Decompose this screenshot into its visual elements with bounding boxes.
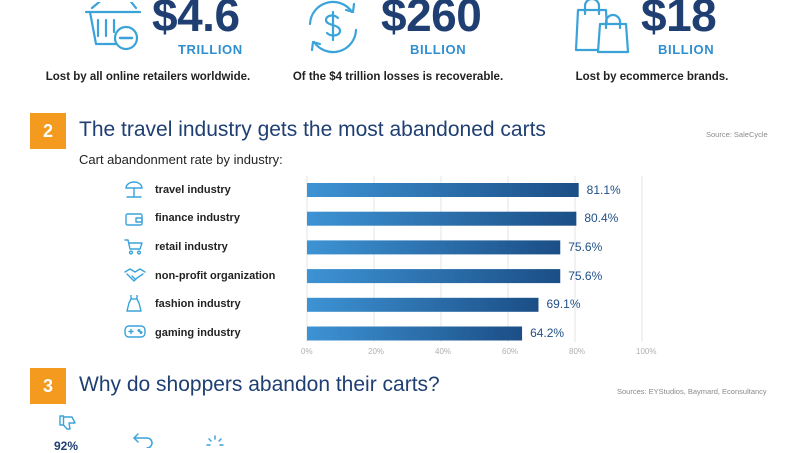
stat-desc-1: Lost by all online retailers worldwide.	[45, 71, 251, 83]
stat-unit-1: TRILLION	[178, 42, 243, 57]
source-note-3: Sources: EYStudios, Baymard, Econsultanc…	[617, 387, 767, 396]
bar-fashion-industry	[307, 297, 539, 312]
section-number-badge-3: 3	[30, 368, 66, 404]
x-tick-label: 60%	[502, 347, 519, 356]
x-tick-label: 0%	[301, 347, 313, 356]
category-label: finance industry	[155, 212, 240, 225]
x-tick-label: 100%	[636, 347, 657, 356]
gamepad-icon	[124, 325, 146, 338]
reason-percent: 92%	[54, 439, 79, 453]
bar-retail-industry	[307, 240, 561, 255]
shopping-cart-icon	[124, 239, 143, 255]
value-label: 69.1%	[546, 297, 581, 312]
category-label: retail industry	[155, 240, 228, 253]
beach-umbrella-icon	[125, 181, 143, 198]
return-arrow-icon	[133, 433, 153, 448]
bar-finance-industry	[307, 211, 577, 226]
section-title: The travel industry gets the most abando…	[79, 118, 546, 141]
chart-subtitle: Cart abandonment rate by industry:	[79, 152, 283, 167]
section-number-badge: 2	[30, 113, 66, 149]
category-label: non-profit organization	[155, 269, 276, 282]
bar-travel-industry	[307, 183, 579, 197]
stat-value-1: $4.6	[152, 0, 240, 41]
source-note: Source: SaleCycle	[706, 130, 768, 139]
value-label: 75.6%	[568, 239, 603, 254]
stat-desc-2: Of the $4 trillion losses is recoverable…	[292, 71, 504, 83]
category-label: travel industry	[155, 183, 231, 196]
x-tick-label: 40%	[435, 347, 452, 356]
stat-value-2: $260	[381, 0, 482, 41]
bar-non-profit-organization	[307, 269, 561, 284]
dress-icon	[126, 295, 142, 312]
shopping-bags-icon	[574, 0, 630, 54]
thumbs-down-icon	[59, 415, 76, 430]
x-tick-label: 20%	[368, 347, 385, 356]
value-label: 81.1%	[586, 182, 621, 197]
value-label: 75.6%	[568, 268, 603, 283]
category-label: fashion industry	[155, 298, 241, 311]
category-label: gaming industry	[155, 327, 241, 339]
stat-unit-2: BILLION	[410, 42, 467, 57]
handshake-icon	[124, 268, 146, 282]
dollar-cycle-icon	[308, 0, 358, 54]
loading-icon	[206, 435, 224, 446]
stat-unit-3: BILLION	[658, 42, 715, 57]
basket-minus-icon	[84, 2, 142, 51]
value-label: 80.4%	[584, 211, 619, 226]
section-title-3: Why do shoppers abandon their carts?	[79, 373, 440, 396]
stat-desc-3: Lost by ecommerce brands.	[575, 71, 729, 83]
stat-value-3: $18	[641, 0, 717, 41]
x-tick-label: 80%	[569, 347, 586, 356]
wallet-icon	[125, 213, 143, 226]
bar-gaming-industry	[307, 326, 523, 341]
value-label: 64.2%	[530, 326, 565, 340]
